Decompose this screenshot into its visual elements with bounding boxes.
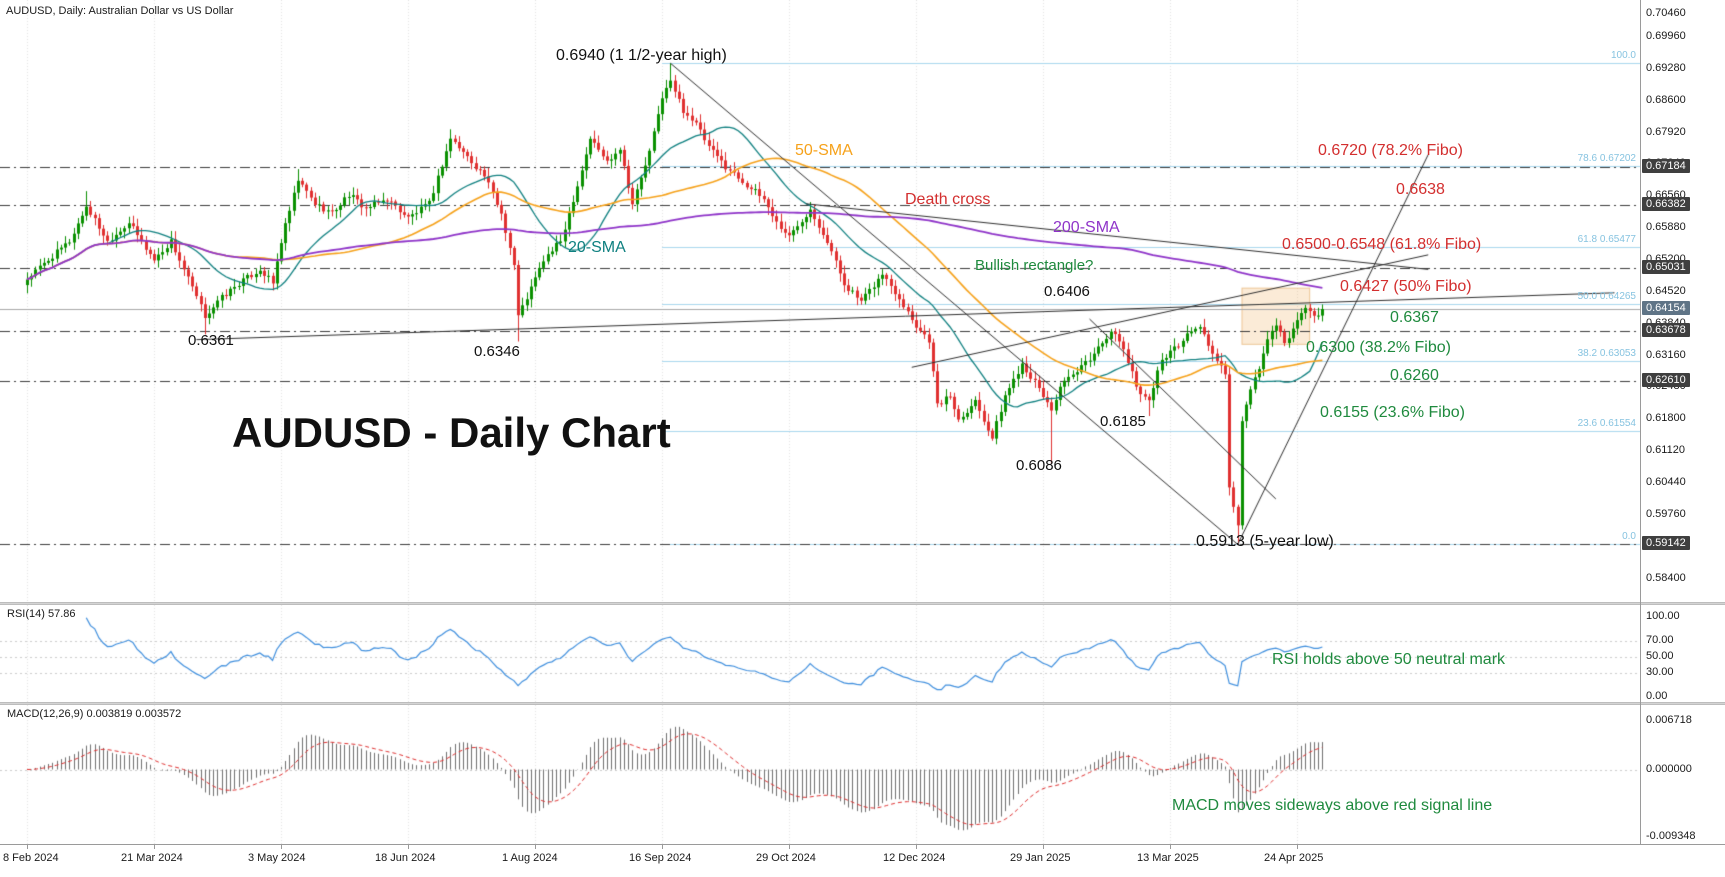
price-level-label: 0.59142: [1642, 535, 1690, 550]
time-axis-tick: [1170, 845, 1171, 849]
time-axis-border: [0, 844, 1725, 845]
price-axis-tick: 0.65880: [1646, 221, 1686, 234]
price-axis-tick: 0.58400: [1646, 571, 1686, 584]
rsi-note[interactable]: RSI holds above 50 neutral mark: [1272, 651, 1506, 668]
macd-axis-label: 0.000000: [1646, 762, 1692, 775]
rsi-axis-label: 30.00: [1646, 666, 1674, 678]
price-level-label: 0.62610: [1642, 373, 1690, 388]
price-axis-border: [1640, 0, 1641, 844]
price-chart-canvas[interactable]: [0, 0, 1640, 602]
current-price-label: 0.64154: [1642, 301, 1690, 315]
price-axis-tick: 0.69280: [1646, 61, 1686, 74]
time-axis-label: 18 Jun 2024: [374, 852, 436, 864]
sma20-label[interactable]: 20-SMA: [568, 239, 626, 256]
time-axis-label: 1 Aug 2024: [501, 852, 558, 864]
fibo-0.6300-label[interactable]: 0.6300 (38.2% Fibo): [1306, 339, 1451, 356]
time-axis-tick: [1043, 845, 1044, 849]
price-axis-tick: 0.67920: [1646, 125, 1686, 138]
level-0.6260-label[interactable]: 0.6260: [1390, 367, 1439, 384]
rsi-axis-label: 100.00: [1646, 610, 1680, 622]
price-axis-tick: 0.59760: [1646, 507, 1686, 520]
price-axis-tick: 0.60440: [1646, 476, 1686, 488]
rsi-axis-label: 70.00: [1646, 634, 1674, 646]
level-0.6185-label[interactable]: 0.6185: [1100, 413, 1146, 430]
macd-label: MACD(12,26,9) 0.003819 0.003572: [7, 708, 182, 720]
fibo-0.6500-0.6548-label[interactable]: 0.6500-0.6548 (61.8% Fibo): [1282, 236, 1482, 253]
fib-level-label: 0.0: [1622, 531, 1636, 543]
time-axis-label: 29 Jan 2025: [1009, 852, 1071, 864]
time-axis-tick: [27, 845, 28, 849]
level-0.6346-label[interactable]: 0.6346: [474, 343, 520, 360]
rsi-axis-label: 50.00: [1646, 650, 1674, 662]
price-level-label: 0.67184: [1642, 159, 1690, 174]
time-axis-tick: [154, 845, 155, 849]
price-level-label: 0.65031: [1642, 259, 1690, 274]
macd-note[interactable]: MACD moves sideways above red signal lin…: [1172, 797, 1493, 814]
macd-axis-label: -0.009348: [1646, 830, 1696, 842]
high-0.6940-label[interactable]: 0.6940 (1 1/2-year high): [556, 47, 727, 64]
rsi-axis-label: 0.00: [1646, 690, 1668, 702]
fibo-0.6720-label[interactable]: 0.6720 (78.2% Fibo): [1318, 142, 1463, 159]
time-axis-label: 3 May 2024: [247, 852, 306, 864]
time-axis-label: 12 Dec 2024: [882, 852, 946, 864]
level-0.6638-label[interactable]: 0.6638: [1396, 181, 1445, 198]
level-0.6086-label[interactable]: 0.6086: [1016, 457, 1062, 474]
level-0.6361-label[interactable]: 0.6361: [188, 332, 234, 349]
rsi-panel: RSI(14) 57.86 RSI holds above 50 neutral…: [0, 605, 1725, 702]
sma200-label[interactable]: 200-SMA: [1053, 219, 1120, 236]
time-axis-label: 21 Mar 2024: [120, 852, 183, 864]
fibo-0.6155-label[interactable]: 0.6155 (23.6% Fibo): [1320, 404, 1465, 421]
price-panel: AUDUSD, Daily: Australian Dollar vs US D…: [0, 0, 1725, 602]
time-axis-tick: [281, 845, 282, 849]
fib-level-label: 50.0 0.64265: [1577, 290, 1636, 302]
level-0.6406-label[interactable]: 0.6406: [1044, 283, 1090, 300]
panel-splitter[interactable]: [0, 602, 1725, 605]
symbol-title: AUDUSD, Daily: Australian Dollar vs US D…: [6, 5, 234, 17]
bullish-rectangle-label[interactable]: Bullish rectangle?: [975, 257, 1094, 274]
macd-axis[interactable]: 0.006718 0.000000 -0.009348: [1641, 705, 1725, 844]
rsi-label: RSI(14) 57.86: [7, 608, 76, 620]
panel-splitter[interactable]: [0, 702, 1725, 705]
fib-level-label: 100.0: [1610, 50, 1636, 62]
macd-axis-label: 0.006718: [1646, 714, 1692, 726]
price-axis-tick: 0.61800: [1646, 412, 1686, 425]
time-axis-label: 29 Oct 2024: [755, 852, 816, 864]
macd-canvas[interactable]: [0, 705, 1640, 844]
fibo-0.6427-label[interactable]: 0.6427 (50% Fibo): [1340, 278, 1472, 295]
rsi-axis[interactable]: 100.00 70.00 50.00 30.00 0.00: [1641, 605, 1725, 702]
sma50-label[interactable]: 50-SMA: [795, 142, 853, 159]
price-axis-tick: 0.70460: [1646, 6, 1686, 19]
time-axis-tick: [408, 845, 409, 849]
fib-level-label: 61.8 0.65477: [1577, 234, 1636, 246]
fib-level-label: 23.6 0.61554: [1577, 417, 1636, 429]
time-axis-label: 8 Feb 2024: [3, 852, 59, 864]
low-0.5913-label[interactable]: 0.5913 (5-year low): [1196, 533, 1334, 550]
time-axis-label: 13 Mar 2025: [1136, 852, 1199, 864]
time-axis-label: 16 Sep 2024: [628, 852, 692, 864]
price-axis-tick: 0.68600: [1646, 93, 1686, 106]
time-axis-tick: [535, 845, 536, 849]
price-axis-tick: 0.64520: [1646, 284, 1686, 297]
death-cross-label[interactable]: Death cross: [905, 191, 991, 208]
chart-title[interactable]: AUDUSD - Daily Chart: [232, 409, 671, 456]
price-level-label: 0.66382: [1642, 196, 1690, 211]
time-axis-tick: [662, 845, 663, 849]
price-level-label: 0.63678: [1642, 323, 1690, 338]
time-axis-tick: [916, 845, 917, 849]
fib-level-label: 78.6 0.67202: [1577, 153, 1636, 165]
rsi-canvas[interactable]: [0, 605, 1640, 702]
time-axis[interactable]: 8 Feb 2024 21 Mar 2024 3 May 2024 18 Jun 20…: [0, 845, 1725, 877]
level-0.6367-label[interactable]: 0.6367: [1390, 309, 1439, 326]
fib-level-label: 38.2 0.63053: [1577, 347, 1636, 359]
time-axis-tick: [789, 845, 790, 849]
price-axis-tick: 0.63160: [1646, 348, 1686, 361]
price-axis-tick: 0.69960: [1646, 30, 1686, 42]
time-axis-label: 24 Apr 2025: [1263, 852, 1324, 864]
time-axis-tick: [1297, 845, 1298, 849]
price-axis-tick: 0.61120: [1646, 444, 1685, 457]
price-axis[interactable]: 0.704600.699600.692800.686000.679200.672…: [1641, 0, 1725, 602]
macd-panel: MACD(12,26,9) 0.003819 0.003572 MACD mov…: [0, 705, 1725, 844]
